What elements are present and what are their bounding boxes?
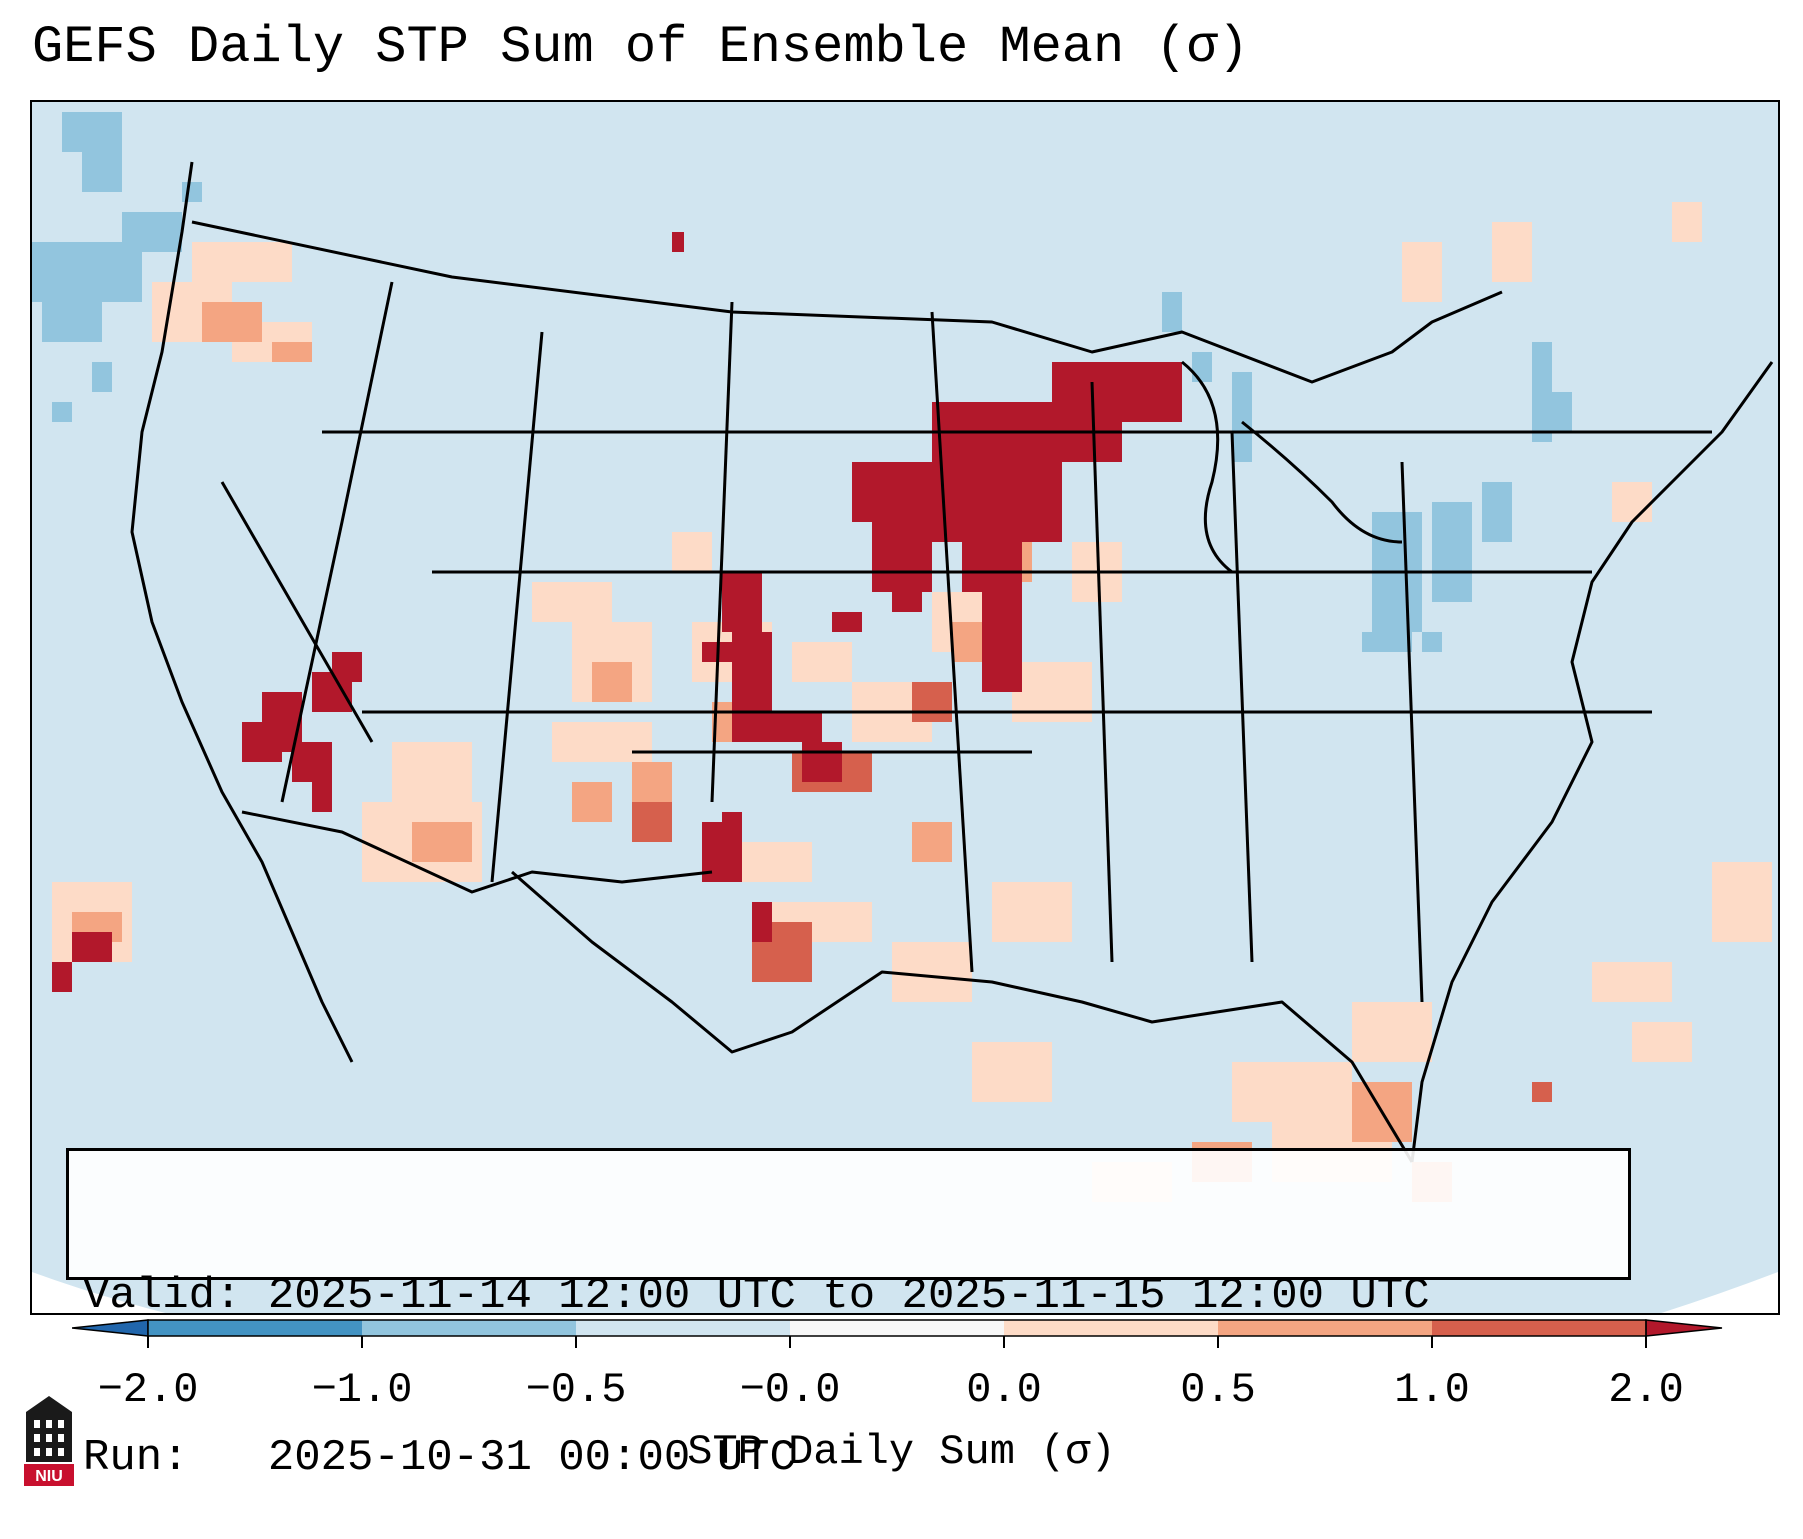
gulf-coast xyxy=(511,870,1414,1163)
colorbar-tick-label: −0.5 xyxy=(525,1366,627,1414)
colorbar-seg-1 xyxy=(362,1320,576,1336)
state-line-10 xyxy=(1230,431,1254,963)
east-coast xyxy=(1410,361,1774,1163)
us-canada-border xyxy=(191,220,1503,384)
map-panel xyxy=(30,100,1780,1315)
colorbar-seg-4 xyxy=(1004,1320,1218,1336)
colorbar-label: STP Daily Sum (σ) xyxy=(687,1428,1116,1476)
map-borders xyxy=(130,161,1774,1163)
run-time-text: Run: 2025-10-31 00:00 UTC xyxy=(83,1433,796,1483)
colorbar-over-arrow xyxy=(1645,1319,1723,1337)
state-line-5 xyxy=(280,281,394,803)
colorbar-tick-label: −1.0 xyxy=(311,1366,413,1414)
colorbar-tick-label: 0.0 xyxy=(966,1366,1042,1414)
colorbar-seg-3 xyxy=(790,1320,1004,1336)
chart-title: GEFS Daily STP Sum of Ensemble Mean (σ) xyxy=(32,18,1249,77)
colorbar-seg-2 xyxy=(576,1320,790,1336)
colorbar-tick-label: −2.0 xyxy=(97,1366,199,1414)
state-line-7 xyxy=(710,301,734,803)
colorbar-tick-label: −0.0 xyxy=(739,1366,841,1414)
colorbar-tick-label: 2.0 xyxy=(1608,1366,1684,1414)
colorbar-under-arrow xyxy=(72,1319,149,1337)
niu-logo: NIU xyxy=(24,1396,74,1486)
state-line-6 xyxy=(490,331,544,883)
colorbar-outline xyxy=(147,1319,1647,1337)
valid-time-text: Valid: 2025-11-14 12:00 UTC to 2025-11-1… xyxy=(83,1271,1430,1321)
extreme-positive-cells xyxy=(52,232,1182,992)
colorbar-ticks xyxy=(147,1336,1647,1348)
west-coast xyxy=(130,161,354,1063)
mexico-border xyxy=(241,810,713,894)
nevada-diagonal xyxy=(220,481,374,743)
colorbar-seg-5 xyxy=(1218,1320,1432,1336)
colorbar-seg-6 xyxy=(1432,1320,1646,1336)
great-lakes xyxy=(1181,360,1403,574)
colorbar xyxy=(72,1319,1723,1348)
colorbar-tick-label: 1.0 xyxy=(1394,1366,1470,1414)
colorbar-seg-0 xyxy=(148,1320,362,1336)
state-line-11 xyxy=(1400,461,1424,1003)
state-line-9 xyxy=(1090,381,1114,963)
negative-anomaly-cells xyxy=(32,112,1572,652)
colorbar-tick-label: 0.5 xyxy=(1180,1366,1256,1414)
state-line-8 xyxy=(930,311,974,973)
niu-logo-text: NIU xyxy=(35,1468,63,1485)
valid-run-info-box: Valid: 2025-11-14 12:00 UTC to 2025-11-1… xyxy=(66,1148,1631,1483)
